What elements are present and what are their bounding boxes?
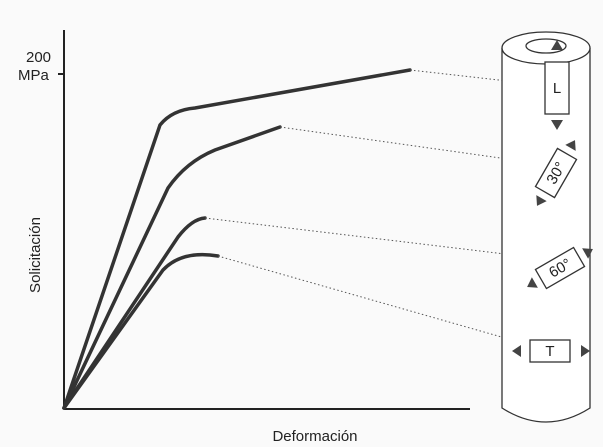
y-tick-unit: MPa: [18, 67, 50, 84]
y-axis-label: Solicitación: [27, 217, 44, 293]
specimen-label: L: [553, 80, 561, 97]
x-axis-label: Deformación: [272, 428, 357, 445]
figure: 200 MPa Solicitación Deformación L 30° 6…: [0, 0, 603, 447]
y-tick-value: 200: [26, 49, 51, 66]
specimen-label: T: [545, 343, 554, 360]
